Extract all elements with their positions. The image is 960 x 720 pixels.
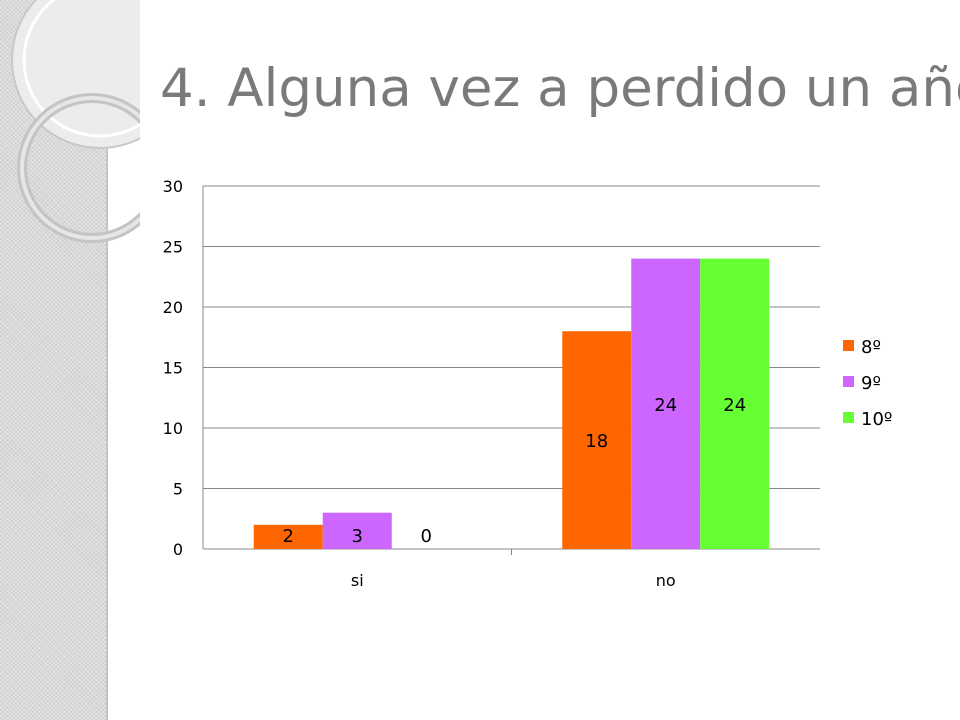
y-tick-label: 20 [163, 298, 183, 317]
data-label: 3 [352, 526, 363, 547]
decorative-circle-inner [22, 0, 140, 138]
data-label: 0 [421, 526, 432, 547]
legend-swatch [843, 376, 854, 387]
bar [631, 258, 701, 549]
data-label: 24 [654, 395, 677, 416]
y-tick-label: 30 [163, 177, 183, 196]
y-tick-label: 25 [163, 238, 183, 257]
x-category-label: no [656, 571, 676, 590]
legend-label: 10º [861, 409, 892, 430]
bar [562, 331, 632, 549]
y-tick-label: 5 [173, 480, 183, 499]
bar [253, 524, 323, 549]
legend-label: 8º [861, 337, 881, 358]
slide-title: 4. Alguna vez a perdido un año [160, 58, 960, 119]
x-category-label: si [351, 571, 364, 590]
decorative-ring-highlight [20, 96, 140, 240]
data-label: 2 [283, 526, 294, 547]
bars [253, 258, 770, 549]
y-tick-label: 0 [173, 540, 183, 559]
legend-label: 9º [861, 373, 881, 394]
legend-swatch [843, 412, 854, 423]
data-label: 24 [723, 395, 746, 416]
legend: 8º 9º 10º [843, 337, 892, 430]
legend-swatch [843, 340, 854, 351]
y-tick-label: 10 [163, 419, 183, 438]
bar [700, 258, 770, 549]
data-labels: 2 3 0 18 24 24 [283, 395, 747, 547]
decorative-circles [11, 0, 140, 243]
bar [322, 512, 392, 549]
y-axis-ticks: 0 5 10 15 20 25 30 [163, 177, 183, 559]
x-axis-categories: si no [351, 571, 676, 590]
data-label: 18 [585, 431, 608, 452]
y-tick-label: 15 [163, 359, 183, 378]
